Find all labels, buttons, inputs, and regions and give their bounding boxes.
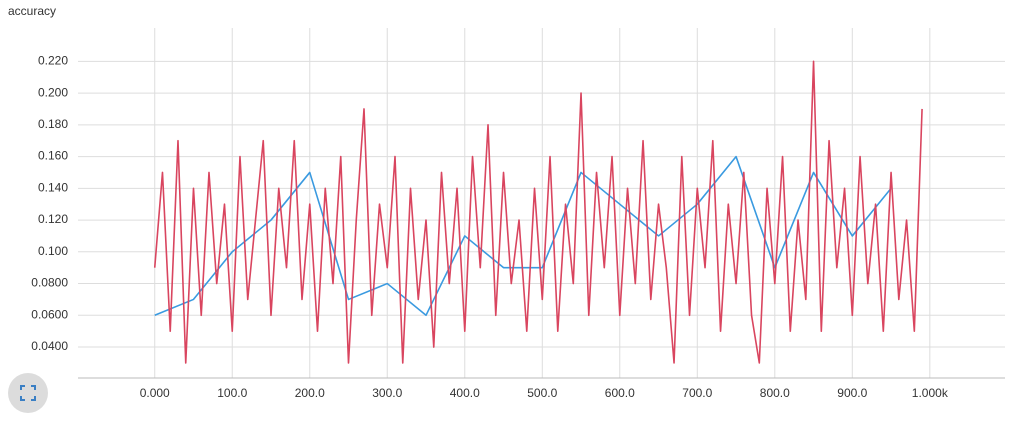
x-tick-label: 900.0 <box>837 386 867 400</box>
x-tick-label: 100.0 <box>217 386 247 400</box>
chart-title: accuracy <box>8 4 56 18</box>
series-line <box>153 60 923 364</box>
y-tick-label: 0.0600 <box>31 307 68 321</box>
x-tick-label: 800.0 <box>760 386 790 400</box>
y-tick-label: 0.0800 <box>31 276 68 290</box>
x-tick-label: 600.0 <box>605 386 635 400</box>
button-background[interactable] <box>8 373 48 413</box>
y-tick-label: 0.0400 <box>31 339 68 353</box>
x-tick-label: 400.0 <box>450 386 480 400</box>
x-tick-label: 500.0 <box>527 386 557 400</box>
x-tick-label: 300.0 <box>372 386 402 400</box>
x-tick-label: 0.000 <box>140 386 170 400</box>
y-tick-label: 0.180 <box>38 117 68 131</box>
x-tick-label: 700.0 <box>682 386 712 400</box>
y-tick-label: 0.140 <box>38 180 68 194</box>
fullscreen-icon[interactable] <box>20 385 36 401</box>
y-tick-label: 0.160 <box>38 149 68 163</box>
y-tick-label: 0.100 <box>38 244 68 258</box>
y-tick-label: 0.120 <box>38 212 68 226</box>
y-tick-label: 0.220 <box>38 54 68 68</box>
fullscreen-button[interactable] <box>8 373 48 413</box>
y-tick-label: 0.200 <box>38 85 68 99</box>
x-tick-label: 200.0 <box>295 386 325 400</box>
x-tick-label: 1.000k <box>912 386 949 400</box>
